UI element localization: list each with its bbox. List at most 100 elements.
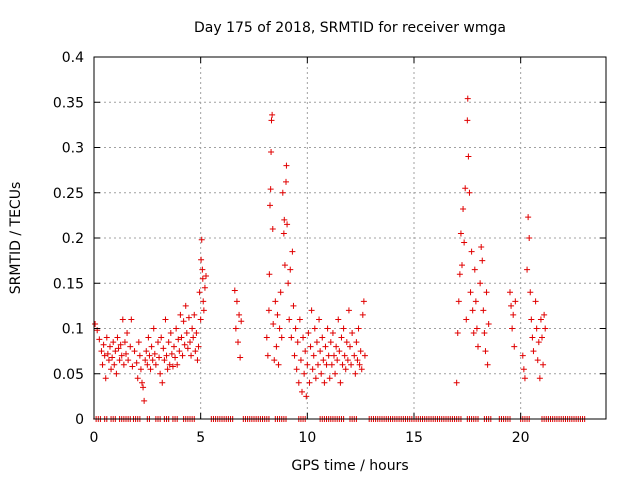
data-point xyxy=(127,343,134,350)
data-point xyxy=(321,379,328,386)
data-point xyxy=(308,307,315,314)
data-point xyxy=(301,370,308,377)
data-point xyxy=(352,370,359,377)
y-tick-label: 0.25 xyxy=(53,186,84,202)
data-point xyxy=(180,318,187,325)
data-point xyxy=(160,345,167,352)
data-point xyxy=(128,316,135,323)
data-point xyxy=(276,325,283,332)
x-tick-label: 0 xyxy=(90,430,99,446)
data-point xyxy=(468,248,475,255)
data-point xyxy=(356,361,363,368)
data-point xyxy=(149,357,156,364)
data-point xyxy=(527,289,534,296)
data-point xyxy=(338,334,345,341)
data-point xyxy=(340,325,347,332)
data-point xyxy=(284,221,291,228)
y-axis-label: SRMTID / TECUs xyxy=(8,182,24,295)
data-point xyxy=(344,357,351,364)
data-point xyxy=(270,320,277,327)
data-point xyxy=(317,348,324,355)
data-point xyxy=(296,316,303,323)
data-point xyxy=(121,339,128,346)
data-point xyxy=(199,275,206,282)
data-point xyxy=(539,334,545,341)
data-point xyxy=(185,314,192,321)
data-point xyxy=(524,266,531,273)
data-point xyxy=(144,361,151,368)
data-point xyxy=(198,256,205,263)
data-point xyxy=(280,230,287,237)
data-point xyxy=(470,330,477,337)
data-point xyxy=(151,350,158,357)
y-tick-label: 0.2 xyxy=(62,231,84,247)
y-tick-label: 0.4 xyxy=(62,50,84,66)
data-point xyxy=(150,325,157,332)
data-point xyxy=(142,357,149,364)
data-point xyxy=(231,287,238,294)
data-point xyxy=(181,341,188,348)
data-point xyxy=(299,388,305,395)
data-point xyxy=(123,350,129,357)
data-point xyxy=(535,339,542,346)
data-point xyxy=(158,334,165,341)
data-point xyxy=(195,343,202,350)
data-point xyxy=(306,379,313,386)
data-point xyxy=(337,379,344,386)
data-point xyxy=(99,361,106,368)
data-point xyxy=(264,352,271,359)
data-point xyxy=(118,352,125,359)
data-point xyxy=(236,311,243,318)
data-point xyxy=(124,330,131,337)
data-point xyxy=(194,357,201,364)
data-point xyxy=(268,149,275,156)
data-point xyxy=(148,343,155,350)
data-point xyxy=(233,298,240,305)
data-point xyxy=(510,311,517,318)
data-point xyxy=(175,336,182,343)
y-tick-label: 0.15 xyxy=(53,276,84,292)
data-point xyxy=(268,117,275,124)
data-point xyxy=(334,357,341,364)
y-tick-label: 0.05 xyxy=(53,367,84,383)
data-point xyxy=(357,348,364,355)
data-point xyxy=(316,316,323,323)
y-tick-label: 0.3 xyxy=(62,141,84,157)
data-point xyxy=(519,352,526,359)
data-point xyxy=(156,354,163,361)
data-point xyxy=(188,352,195,359)
data-point xyxy=(111,361,118,368)
data-point xyxy=(279,189,286,196)
data-point xyxy=(267,186,274,193)
data-point xyxy=(302,348,309,355)
data-point xyxy=(351,352,358,359)
data-point xyxy=(119,316,126,323)
data-point xyxy=(481,330,488,337)
data-point xyxy=(537,316,544,323)
data-point xyxy=(528,316,535,323)
data-point xyxy=(286,316,293,323)
data-point xyxy=(347,343,353,350)
data-point xyxy=(136,352,143,359)
data-point xyxy=(328,361,335,368)
data-point xyxy=(288,334,295,341)
data-point xyxy=(292,325,299,332)
data-point xyxy=(102,375,109,382)
data-point xyxy=(332,370,339,377)
data-point xyxy=(198,236,205,243)
data-point xyxy=(203,273,209,280)
data-point xyxy=(107,343,113,350)
data-point xyxy=(295,379,302,386)
data-point xyxy=(461,239,468,246)
data-marks xyxy=(92,95,588,422)
y-tick-labels: 0 0.05 0.1 0.15 0.2 0.25 0.3 0.35 0.4 xyxy=(53,50,84,428)
x-tick-labels: 0 5 10 15 20 xyxy=(90,430,530,446)
data-point xyxy=(137,366,144,373)
data-point xyxy=(162,316,169,323)
data-point xyxy=(305,330,312,337)
data-point xyxy=(462,185,469,192)
x-tick-label: 10 xyxy=(298,430,316,446)
data-point xyxy=(113,370,120,377)
data-point xyxy=(459,262,465,269)
data-point xyxy=(110,339,117,346)
